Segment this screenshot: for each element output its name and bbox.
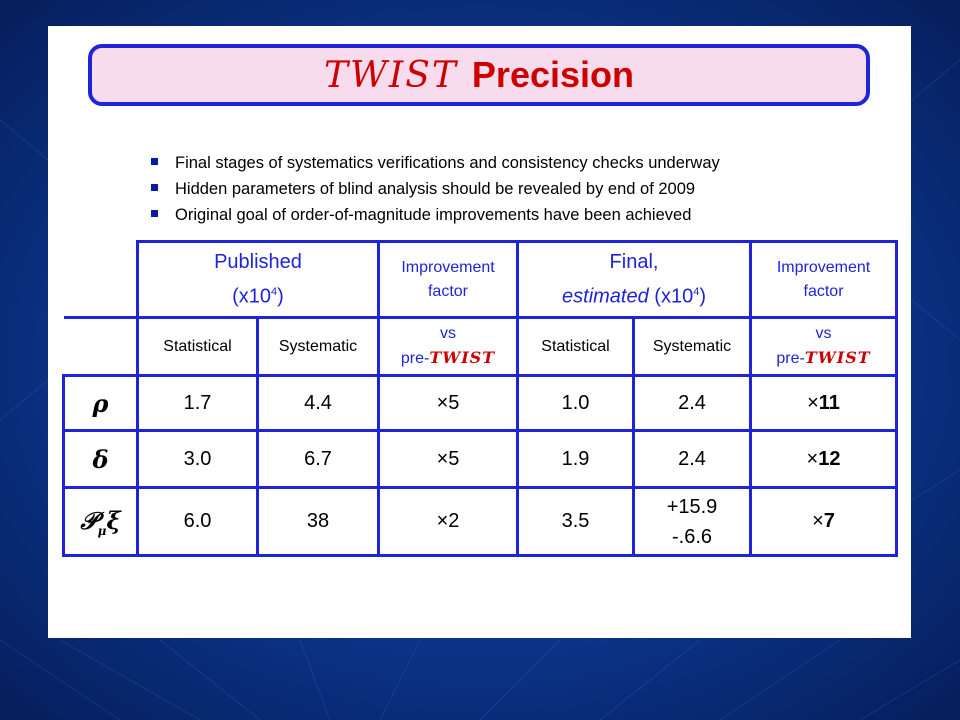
pre-twist-label: pre-TWIST bbox=[400, 348, 496, 367]
pub-sys-value: 38 bbox=[256, 486, 380, 557]
bullet-text: Hidden parameters of blind analysis shou… bbox=[175, 180, 696, 198]
final-stat-value: 3.5 bbox=[516, 486, 635, 557]
published-systematic-header: Systematic bbox=[256, 316, 380, 377]
slide-title: TWIST Precision bbox=[92, 48, 866, 103]
final-sys-value: 2.4 bbox=[631, 429, 753, 489]
published-improvement-header: Improvement factor bbox=[377, 240, 519, 319]
bullet-text: Original goal of order-of-magnitude impr… bbox=[175, 206, 692, 224]
pub-sys-value: 6.7 bbox=[256, 429, 380, 489]
improvement-label: Improvement bbox=[401, 258, 495, 276]
bullet-item: Hidden parameters of blind analysis shou… bbox=[148, 178, 720, 204]
vs-label: vs bbox=[440, 325, 456, 342]
bullet-list: Final stages of systematics verification… bbox=[148, 152, 720, 230]
published-vs-header: vs pre-TWIST bbox=[377, 316, 519, 377]
final-sys-value: 2.4 bbox=[631, 374, 753, 432]
header-row-groups: Published (x104) Improvement factor Fina… bbox=[63, 240, 899, 319]
bullet-item: Final stages of systematics verification… bbox=[148, 152, 720, 178]
pub-improvement-value: ×2 bbox=[377, 486, 519, 557]
precision-table: Published (x104) Improvement factor Fina… bbox=[62, 240, 899, 557]
param-rho: ρ bbox=[62, 374, 139, 432]
final-improvement-value: ×7 bbox=[749, 486, 899, 557]
vs-label: vs bbox=[815, 325, 832, 342]
pub-improvement-value: ×5 bbox=[377, 429, 519, 489]
final-units: estimated (x104) bbox=[562, 285, 706, 308]
bullet-item: Original goal of order-of-magnitude impr… bbox=[148, 204, 720, 230]
final-systematic-header: Systematic bbox=[631, 316, 753, 377]
pre-twist-label: pre-TWIST bbox=[776, 348, 871, 367]
published-label: Published bbox=[214, 251, 302, 274]
final-vs-header: vs pre-TWIST bbox=[749, 316, 899, 377]
final-stat-value: 1.9 bbox=[516, 429, 635, 489]
final-improvement-header: Improvement factor bbox=[749, 240, 899, 319]
param-delta: δ bbox=[62, 429, 139, 489]
param-pmu-xi: 𝒫μξ bbox=[62, 486, 139, 557]
published-header: Published (x104) bbox=[136, 240, 380, 319]
bullet-square-icon bbox=[151, 158, 158, 165]
final-sys-value: +15.9 -.6.6 bbox=[631, 486, 753, 557]
final-sys-lower: -.6.6 bbox=[671, 525, 713, 548]
corner-cell bbox=[63, 241, 139, 319]
final-improvement-value: ×11 bbox=[749, 374, 899, 432]
final-stat-value: 1.0 bbox=[516, 374, 635, 432]
improvement-label: Improvement bbox=[776, 258, 871, 276]
published-statistical-header: Statistical bbox=[136, 316, 259, 377]
title-text: Precision bbox=[471, 54, 634, 95]
final-sys-upper: +15.9 bbox=[666, 495, 718, 518]
table-row-rho: ρ 1.7 4.4 ×5 1.0 2.4 ×11 bbox=[62, 374, 899, 432]
final-improvement-value: ×12 bbox=[749, 429, 899, 489]
final-label: Final, bbox=[609, 251, 659, 274]
table-row-delta: δ 3.0 6.7 ×5 1.9 2.4 ×12 bbox=[62, 429, 899, 489]
final-header: Final, estimated (x104) bbox=[515, 240, 753, 319]
factor-label: factor bbox=[427, 282, 468, 300]
slide-canvas: TWIST Precision Final stages of systemati… bbox=[48, 26, 911, 638]
bullet-square-icon bbox=[151, 210, 158, 217]
pub-sys-value: 4.4 bbox=[256, 374, 380, 432]
header-row-subcolumns: Statistical Systematic vs pre-TWIST Stat… bbox=[63, 316, 899, 377]
pub-improvement-value: ×5 bbox=[377, 374, 519, 432]
pub-stat-value: 6.0 bbox=[136, 486, 259, 557]
pub-stat-value: 3.0 bbox=[136, 429, 259, 489]
final-statistical-header: Statistical bbox=[516, 316, 635, 377]
corner-cell-lower bbox=[63, 316, 139, 377]
title-twist-logo: TWIST bbox=[324, 55, 458, 96]
title-banner: TWIST Precision bbox=[88, 44, 870, 106]
pub-stat-value: 1.7 bbox=[136, 374, 259, 432]
bullet-text: Final stages of systematics verification… bbox=[175, 154, 720, 172]
table-row-pmu-xi: 𝒫μξ 6.0 38 ×2 3.5 +15.9 -.6.6 ×7 bbox=[62, 486, 899, 557]
factor-label: factor bbox=[803, 282, 844, 300]
published-units: (x104) bbox=[232, 285, 284, 308]
bullet-square-icon bbox=[151, 184, 158, 191]
